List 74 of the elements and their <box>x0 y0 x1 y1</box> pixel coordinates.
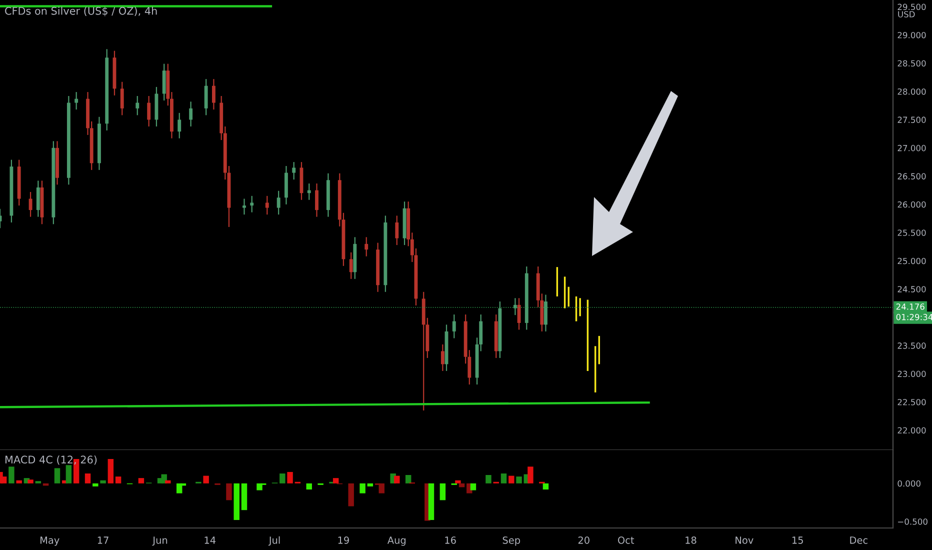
y-tick-label: 29.000 <box>898 32 926 38</box>
bar <box>440 483 446 500</box>
y-tick-label: 22.500 <box>898 398 926 406</box>
ref-line-label: 24.176 <box>896 303 924 310</box>
bar <box>203 476 209 484</box>
x-tick-label: 17 <box>98 536 108 544</box>
bar <box>108 458 114 484</box>
x-tick-label: 15 <box>792 536 803 544</box>
x-tick-label: 16 <box>445 536 456 544</box>
bar <box>54 468 60 484</box>
text: CFDs on Silver (US$ / OZ), 4h <box>5 6 157 16</box>
bar <box>16 480 22 484</box>
y-tick-label: 27.000 <box>898 144 926 152</box>
y-tick-label: 26.000 <box>898 201 926 208</box>
y-tick-label: 22.000 <box>898 427 926 434</box>
y-axis-title: USD <box>898 11 915 18</box>
bar <box>348 483 354 506</box>
bar <box>394 476 400 484</box>
bar <box>28 480 34 484</box>
bar <box>486 475 492 484</box>
x-tick-label: 14 <box>204 536 216 544</box>
y-tick-label: 27.500 <box>898 116 926 123</box>
bar <box>508 476 514 484</box>
bar <box>234 483 240 520</box>
bar <box>306 483 312 490</box>
y-tick-label: 28.000 <box>898 88 926 95</box>
bar <box>367 483 374 486</box>
x-tick-label: Sep <box>502 536 520 546</box>
bar <box>405 475 412 484</box>
y-tick-label: 25.500 <box>898 230 926 236</box>
x-tick-label: May <box>40 536 60 546</box>
y-tick-label: 29.500 <box>898 4 926 10</box>
bar <box>332 478 339 484</box>
bar <box>115 476 122 484</box>
x-tick-label: Oct <box>618 536 634 544</box>
x-tick-label: Dec <box>850 536 868 544</box>
y-tick-label: 0.000 <box>898 480 920 487</box>
bar <box>528 466 534 484</box>
bar <box>226 483 232 500</box>
bar <box>470 483 476 490</box>
x-tick-label: 18 <box>686 536 696 544</box>
y-tick-label: 23.500 <box>898 342 926 349</box>
x-tick-label: Aug <box>387 536 406 546</box>
bar <box>241 483 248 510</box>
y-tick-label: 25.000 <box>898 258 926 264</box>
x-tick-label: 19 <box>338 536 349 544</box>
x-tick-label: Nov <box>736 536 754 544</box>
bar <box>428 483 434 520</box>
y-tick-label: 26.500 <box>898 173 926 180</box>
x-tick-label: 20 <box>578 536 590 544</box>
bar <box>176 483 182 494</box>
bar <box>138 478 144 484</box>
bar <box>360 483 366 494</box>
y-tick-label: 28.500 <box>898 60 926 67</box>
x-tick-label: Jun <box>152 536 168 546</box>
bar <box>84 473 91 484</box>
bar <box>8 466 14 484</box>
bar <box>66 465 72 484</box>
bar <box>100 480 106 484</box>
bar <box>378 483 384 494</box>
bar <box>542 483 549 490</box>
y-tick-label: 24.500 <box>898 286 926 292</box>
y-tick-label: −0.500 <box>898 518 928 525</box>
bar <box>516 476 522 484</box>
chart-title: MACD 4C (12, 26) <box>5 455 97 465</box>
bar <box>165 480 171 484</box>
bar <box>500 473 507 484</box>
bar <box>455 480 461 484</box>
x-tick-label: Jul <box>268 536 280 546</box>
bar <box>92 483 98 486</box>
y-tick-label: 23.000 <box>898 370 926 378</box>
bar <box>256 483 262 490</box>
bar <box>280 473 286 484</box>
bar <box>287 472 293 484</box>
